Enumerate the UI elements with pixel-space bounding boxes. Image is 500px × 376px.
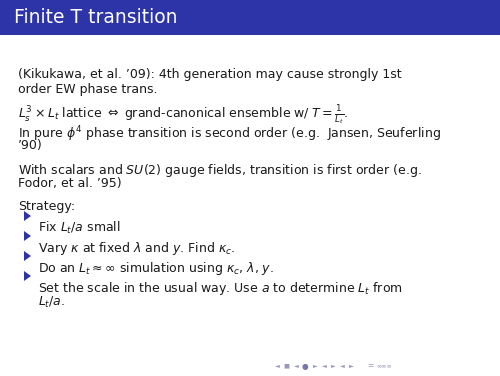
Polygon shape xyxy=(24,211,31,221)
Text: With scalars and $SU(2)$ gauge fields, transition is first order (e.g.: With scalars and $SU(2)$ gauge fields, t… xyxy=(18,162,421,179)
Polygon shape xyxy=(24,251,31,261)
Text: Fodor, et al. ’95): Fodor, et al. ’95) xyxy=(18,177,122,190)
Text: In pure $\phi^4$ phase transition is second order (e.g.  Jansen, Seuferling: In pure $\phi^4$ phase transition is sec… xyxy=(18,124,441,144)
Text: ►: ► xyxy=(330,364,336,368)
Text: ◄: ◄ xyxy=(322,364,326,368)
Text: $L_s^3 \times L_t$ lattice $\Leftrightarrow$ grand-canonical ensemble w/$\;T = \: $L_s^3 \times L_t$ lattice $\Leftrightar… xyxy=(18,104,348,127)
Text: Finite T transition: Finite T transition xyxy=(14,8,177,27)
Polygon shape xyxy=(24,271,31,281)
Text: ◄: ◄ xyxy=(294,364,298,368)
Text: ►: ► xyxy=(312,364,318,368)
Text: $L_t/a$.: $L_t/a$. xyxy=(38,295,65,310)
Text: ●: ● xyxy=(302,361,308,370)
Text: ∞∞∞: ∞∞∞ xyxy=(376,364,392,368)
Text: (Kikukawa, et al. ’09): 4th generation may cause strongly 1st: (Kikukawa, et al. ’09): 4th generation m… xyxy=(18,68,402,81)
Polygon shape xyxy=(24,231,31,241)
Text: ■: ■ xyxy=(283,364,289,368)
Text: ►: ► xyxy=(348,364,354,368)
Text: =: = xyxy=(367,361,373,370)
Text: order EW phase trans.: order EW phase trans. xyxy=(18,83,158,96)
Text: Strategy:: Strategy: xyxy=(18,200,75,213)
Text: Set the scale in the usual way. Use $a$ to determine $L_t$ from: Set the scale in the usual way. Use $a$ … xyxy=(38,280,403,297)
Bar xyxy=(0,0,500,35)
Text: ◄: ◄ xyxy=(340,364,344,368)
Text: ’90): ’90) xyxy=(18,139,43,152)
Text: Fix $L_t/a$ small: Fix $L_t/a$ small xyxy=(38,220,121,236)
Text: ◄: ◄ xyxy=(275,364,280,368)
Text: Vary $\kappa$ at fixed $\lambda$ and $y$. Find $\kappa_c$.: Vary $\kappa$ at fixed $\lambda$ and $y$… xyxy=(38,240,235,257)
Text: Do an $L_t \approx \infty$ simulation using $\kappa_c$, $\lambda$, $y$.: Do an $L_t \approx \infty$ simulation us… xyxy=(38,260,274,277)
